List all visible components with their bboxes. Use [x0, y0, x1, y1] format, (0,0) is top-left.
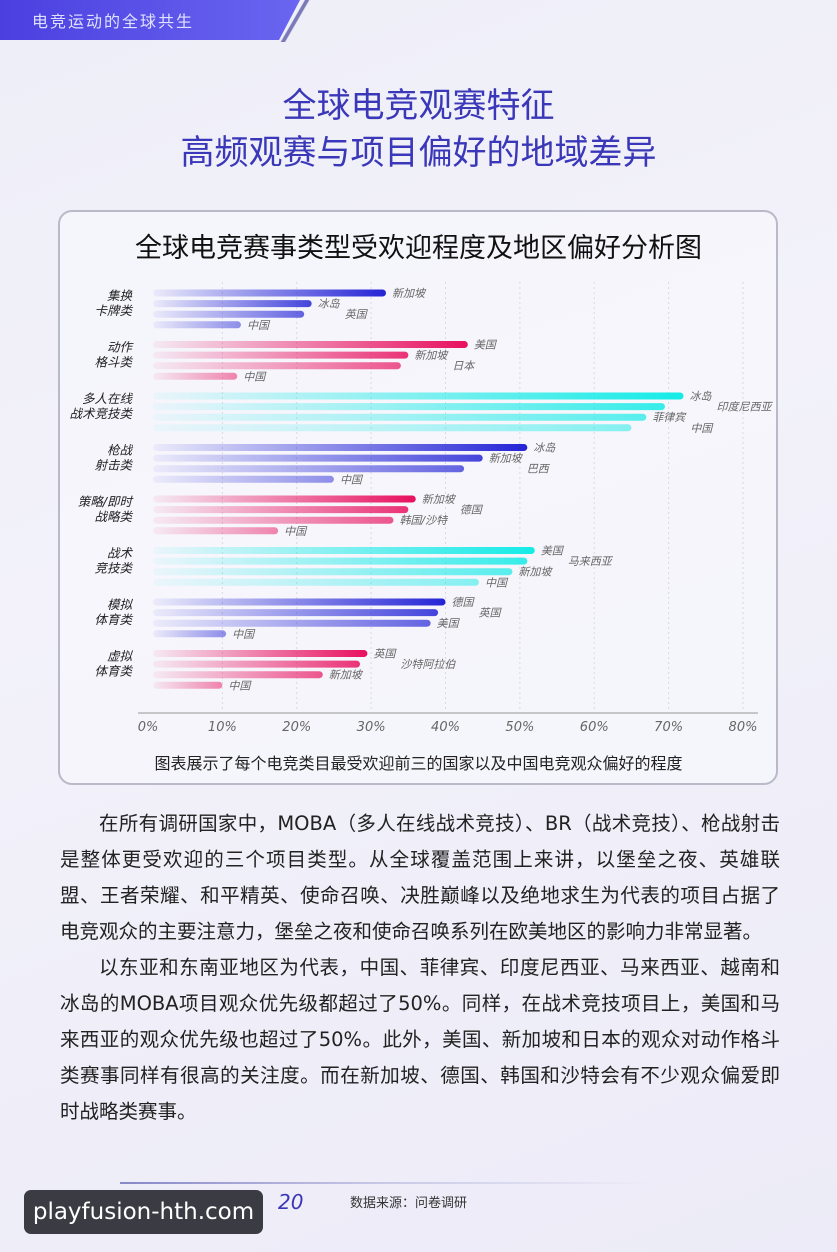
x-tick-label: 70%	[654, 720, 683, 735]
bar	[153, 454, 483, 462]
x-tick-label: 10%	[208, 720, 237, 735]
page-number: 20	[278, 1190, 304, 1214]
bar	[153, 465, 465, 473]
bar-country-label: 美国	[474, 339, 498, 352]
x-tick-label: 20%	[282, 720, 311, 735]
bar-country-label: 中国	[232, 628, 256, 641]
bar-country-label: 印度尼西亚	[717, 401, 774, 414]
bar-country-label: 中国	[690, 422, 714, 435]
bar	[153, 578, 479, 586]
bar	[153, 310, 305, 318]
bar	[153, 444, 528, 451]
bar-country-label: 中国	[247, 319, 271, 332]
section-title: 电竞运动的全球共生	[32, 12, 195, 31]
bar-country-label: 冰岛	[533, 442, 556, 455]
bar-chart: 0% 10% 20% 30% 40% 50% 60% 70% 80%集换卡牌类新加坡冰岛英国中国…	[69, 282, 774, 735]
x-tick-label: 60%	[580, 720, 609, 735]
category-label: 枪战射击类	[94, 443, 133, 473]
bar	[153, 527, 279, 535]
bar-country-label: 中国	[243, 370, 267, 383]
bar-country-label: 巴西	[527, 463, 551, 476]
x-tick-label: 80%	[729, 720, 758, 735]
body-text: 在所有调研国家中，MOBA（多人在线战术竞技）、BR（战术竞技）、枪战射击是整体…	[60, 806, 780, 1130]
bar	[153, 671, 323, 679]
chart-caption: 图表展示了每个电竞类目最受欢迎前三的国家以及中国电竞观众偏好的程度	[154, 754, 683, 773]
bar	[153, 300, 312, 308]
body-paragraph-2: 以东亚和东南亚地区为代表，中国、菲律宾、印度尼西亚、马来西亚、越南和冰岛的MOB…	[60, 956, 780, 1123]
footer-divider	[120, 1182, 650, 1184]
bar	[153, 413, 647, 421]
bar	[153, 516, 394, 524]
bar-country-label: 美国	[437, 617, 461, 630]
bar-country-label: 韩国/沙特	[399, 514, 449, 527]
bar-country-label: 新加坡	[489, 452, 524, 465]
category-label: 策略/即时战略类	[78, 494, 135, 524]
bar	[153, 660, 360, 668]
bar-country-label: 德国	[452, 596, 476, 609]
category-label: 集换卡牌类	[94, 288, 133, 318]
bar-country-label: 沙特阿拉伯	[400, 658, 456, 671]
bar-country-label: 英国	[479, 607, 503, 620]
bar	[153, 568, 513, 576]
bar-country-label: 德国	[460, 504, 484, 517]
bar	[153, 351, 409, 359]
bar-country-label: 新加坡	[518, 566, 553, 579]
bar	[153, 557, 528, 565]
body-paragraph-1: 在所有调研国家中，MOBA（多人在线战术竞技）、BR（战术竞技）、枪战射击是整体…	[60, 812, 780, 943]
bar-country-label: 冰岛	[318, 298, 341, 311]
bar-country-label: 新加坡	[329, 669, 364, 682]
x-tick-label: 40%	[431, 720, 460, 735]
bar-country-label: 新加坡	[422, 493, 457, 506]
data-source: 数据来源：问卷调研	[350, 1196, 468, 1211]
bar	[153, 372, 238, 380]
section-banner	[0, 0, 300, 40]
category-label: 多人在线战术竞技类	[69, 391, 133, 421]
category-label: 虚拟体育类	[94, 649, 133, 679]
bar-country-label: 美国	[541, 545, 565, 558]
bar	[153, 475, 334, 483]
category-label: 动作格斗类	[94, 340, 134, 370]
x-tick-label: 0%	[138, 720, 159, 735]
bar	[153, 495, 416, 503]
bar	[153, 650, 368, 657]
bar	[153, 547, 535, 554]
bar	[153, 630, 227, 638]
bar-country-label: 中国	[485, 576, 509, 589]
bar	[153, 289, 386, 297]
bar	[153, 609, 439, 617]
watermark: playfusion-hth.com	[24, 1190, 263, 1234]
banner-decoration	[280, 0, 310, 42]
x-tick-label: 50%	[505, 720, 534, 735]
bar	[153, 321, 241, 329]
bar-country-label: 新加坡	[392, 287, 427, 300]
bar-country-label: 日本	[452, 360, 476, 373]
bar	[153, 681, 223, 689]
bar-country-label: 中国	[228, 679, 252, 692]
bar	[153, 341, 468, 348]
category-label: 战术竞技类	[94, 546, 133, 576]
bar	[153, 424, 632, 432]
bar	[153, 403, 665, 411]
category-label: 模拟体育类	[94, 597, 133, 627]
page-subtitle: 高频观赛与项目偏好的地域差异	[180, 133, 657, 173]
bar	[153, 506, 409, 514]
bar-country-label: 马来西亚	[568, 555, 614, 568]
bar-country-label: 中国	[340, 473, 364, 486]
bar-country-label: 英国	[345, 308, 369, 321]
bar-country-label: 冰岛	[690, 390, 713, 403]
bar-country-label: 菲律宾	[652, 411, 687, 424]
bar-country-label: 中国	[284, 525, 308, 538]
bar	[153, 619, 431, 627]
page-title: 全球电竞观赛特征	[282, 86, 555, 126]
chart-title: 全球电竞赛事类型受欢迎程度及地区偏好分析图	[135, 233, 702, 264]
bar	[153, 362, 401, 370]
bar	[153, 392, 684, 400]
bar	[153, 598, 446, 606]
bar-country-label: 新加坡	[414, 349, 449, 362]
bar-country-label: 英国	[373, 648, 397, 661]
x-tick-label: 30%	[357, 720, 386, 735]
